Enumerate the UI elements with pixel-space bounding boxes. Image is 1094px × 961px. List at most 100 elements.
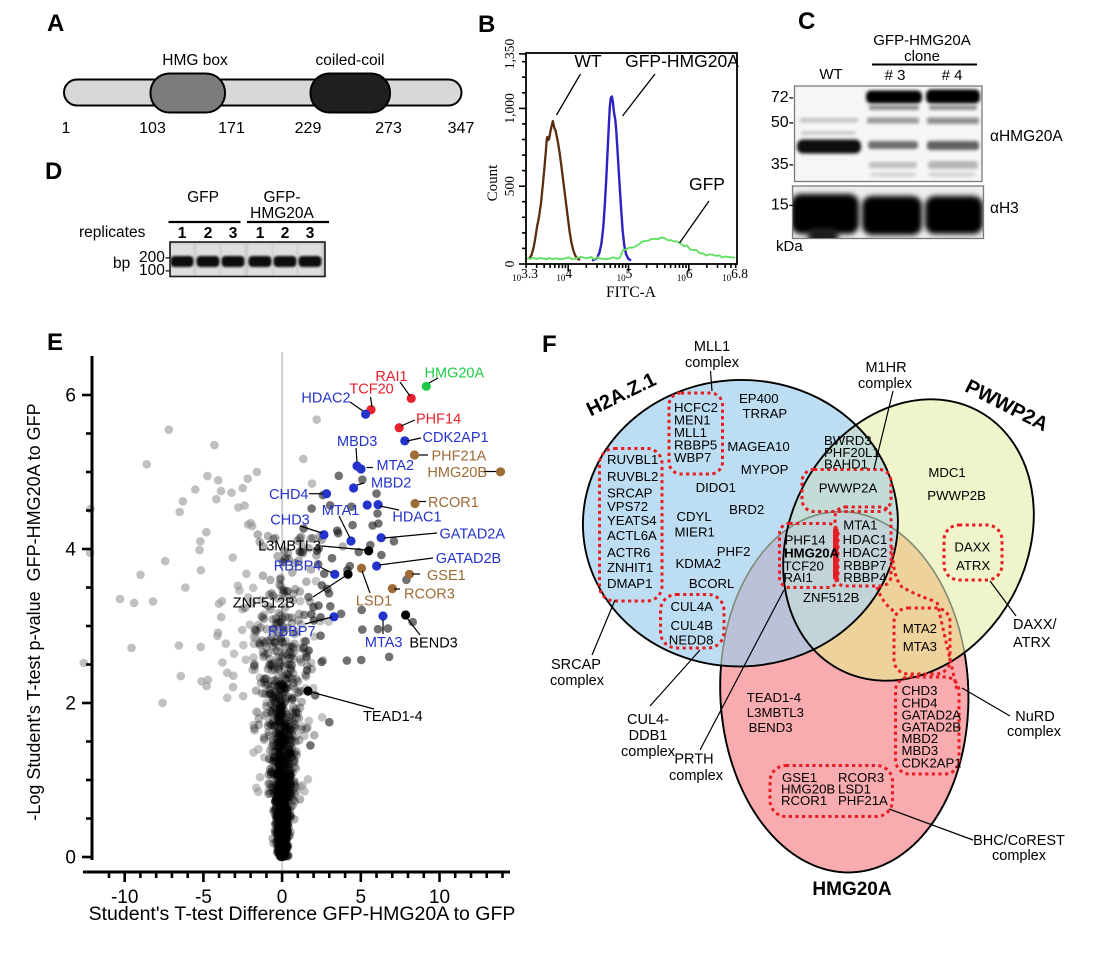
svg-text:EP400: EP400 bbox=[739, 391, 779, 406]
svg-text:1,000: 1,000 bbox=[502, 93, 517, 124]
svg-text:CUL4-: CUL4- bbox=[627, 712, 669, 728]
svg-text:HDAC2: HDAC2 bbox=[301, 391, 350, 407]
svg-text:347: 347 bbox=[448, 120, 475, 137]
svg-text:GFP-: GFP- bbox=[263, 189, 300, 206]
svg-text:CHD3: CHD3 bbox=[270, 513, 309, 529]
svg-text:DAXX: DAXX bbox=[954, 540, 990, 555]
svg-text:TRRAP: TRRAP bbox=[743, 406, 788, 421]
svg-text:2: 2 bbox=[204, 225, 213, 242]
svg-text:# 3: # 3 bbox=[885, 67, 906, 84]
svg-text:MLL1: MLL1 bbox=[674, 425, 707, 440]
svg-text:BAHD1: BAHD1 bbox=[824, 457, 868, 472]
svg-text:MIER1: MIER1 bbox=[675, 525, 715, 540]
svg-text:HDAC2: HDAC2 bbox=[843, 545, 888, 560]
svg-text:0: 0 bbox=[277, 887, 288, 908]
svg-text:complex: complex bbox=[685, 355, 740, 371]
svg-text:MTA2: MTA2 bbox=[903, 621, 937, 636]
svg-text:MLL1: MLL1 bbox=[694, 339, 730, 355]
svg-text:1,350: 1,350 bbox=[502, 38, 517, 69]
svg-text:WT: WT bbox=[819, 66, 842, 83]
svg-text:HCFC2: HCFC2 bbox=[674, 400, 718, 415]
svg-text:TCF20: TCF20 bbox=[784, 559, 824, 574]
svg-text:C: C bbox=[798, 8, 815, 35]
svg-text:3: 3 bbox=[306, 225, 315, 242]
svg-text:-Log Student's T-test p-value: -Log Student's T-test p-value GFP-HMG20A… bbox=[24, 403, 44, 820]
svg-text:ATRX: ATRX bbox=[956, 558, 990, 573]
svg-text:103: 103 bbox=[139, 120, 166, 137]
svg-text:RBBP7: RBBP7 bbox=[843, 558, 886, 573]
svg-text:SRCAP: SRCAP bbox=[551, 657, 601, 673]
svg-text:CUL4A: CUL4A bbox=[671, 599, 714, 614]
svg-text:4: 4 bbox=[65, 540, 76, 561]
svg-text:200-: 200- bbox=[139, 249, 170, 266]
svg-text:CHD4: CHD4 bbox=[269, 487, 308, 503]
svg-text:PHF20L1: PHF20L1 bbox=[824, 445, 880, 460]
svg-text:GFP-HMG20A: GFP-HMG20A bbox=[873, 32, 971, 49]
svg-text:ACTR6: ACTR6 bbox=[607, 545, 650, 560]
svg-text:ATRX: ATRX bbox=[1013, 635, 1051, 651]
svg-text:CUL4B: CUL4B bbox=[671, 618, 714, 633]
svg-text:complex: complex bbox=[1007, 724, 1062, 740]
svg-text:106: 106 bbox=[677, 266, 693, 283]
svg-text:0: 0 bbox=[65, 848, 76, 869]
svg-text:YEATS4: YEATS4 bbox=[607, 513, 657, 528]
svg-text:DMAP1: DMAP1 bbox=[607, 576, 652, 591]
svg-text:PRTH: PRTH bbox=[674, 752, 713, 768]
svg-text:LSD1: LSD1 bbox=[838, 782, 871, 797]
svg-text:100-: 100- bbox=[139, 262, 170, 279]
svg-text:1: 1 bbox=[178, 225, 187, 242]
svg-text:MBD3: MBD3 bbox=[337, 434, 377, 450]
svg-text:MTA1: MTA1 bbox=[843, 517, 877, 532]
svg-text:HMG20A: HMG20A bbox=[425, 366, 485, 382]
svg-text:BEND3: BEND3 bbox=[749, 720, 793, 735]
svg-text:6: 6 bbox=[65, 386, 76, 407]
svg-text:BWRD3: BWRD3 bbox=[824, 433, 872, 448]
svg-text:HDAC1: HDAC1 bbox=[392, 510, 441, 526]
svg-text:HMG20A: HMG20A bbox=[812, 879, 891, 900]
svg-text:MDC1: MDC1 bbox=[928, 465, 965, 480]
svg-text:DDB1: DDB1 bbox=[629, 728, 668, 744]
svg-text:WT: WT bbox=[574, 51, 602, 71]
svg-text:E: E bbox=[47, 329, 63, 356]
svg-text:GATAD2A: GATAD2A bbox=[440, 527, 506, 543]
svg-text:PHF21A: PHF21A bbox=[838, 793, 888, 808]
svg-text:3: 3 bbox=[229, 225, 238, 242]
svg-text:NuRD: NuRD bbox=[1015, 709, 1054, 725]
svg-text:GATAD2B: GATAD2B bbox=[902, 720, 962, 735]
svg-text:GFP-HMG20A: GFP-HMG20A bbox=[625, 51, 739, 71]
svg-text:SRCAP: SRCAP bbox=[607, 486, 653, 501]
svg-text:BHC/CoREST: BHC/CoREST bbox=[973, 833, 1065, 849]
svg-text:MTA3: MTA3 bbox=[365, 635, 403, 651]
svg-text:RBBP4: RBBP4 bbox=[843, 570, 886, 585]
svg-text:10: 10 bbox=[429, 887, 450, 908]
svg-text:105: 105 bbox=[617, 266, 633, 283]
svg-text:αHMG20A: αHMG20A bbox=[990, 128, 1063, 145]
svg-text:BCORL: BCORL bbox=[689, 576, 734, 591]
svg-text:# 4: # 4 bbox=[942, 67, 963, 84]
svg-text:-5: -5 bbox=[195, 887, 212, 908]
svg-text:FITC-A: FITC-A bbox=[606, 284, 657, 301]
svg-text:complex: complex bbox=[550, 673, 605, 689]
svg-text:5: 5 bbox=[356, 887, 367, 908]
svg-text:ACTL6A: ACTL6A bbox=[607, 528, 657, 543]
svg-text:VPS72: VPS72 bbox=[607, 499, 648, 514]
svg-text:GSE1: GSE1 bbox=[427, 568, 466, 584]
svg-text:35-: 35- bbox=[771, 156, 794, 173]
svg-text:A: A bbox=[47, 10, 64, 37]
svg-text:TEAD1-4: TEAD1-4 bbox=[747, 690, 801, 705]
svg-text:72-: 72- bbox=[771, 89, 794, 106]
svg-text:HDAC1: HDAC1 bbox=[843, 532, 888, 547]
svg-text:2: 2 bbox=[281, 225, 290, 242]
svg-text:GATAD2A: GATAD2A bbox=[902, 708, 962, 723]
svg-text:RBBP5: RBBP5 bbox=[674, 438, 717, 453]
svg-text:-10: -10 bbox=[111, 887, 138, 908]
svg-text:L3MBTL3: L3MBTL3 bbox=[258, 539, 321, 555]
svg-text:MBD3: MBD3 bbox=[902, 743, 939, 758]
svg-text:MBD2: MBD2 bbox=[902, 731, 939, 746]
svg-text:50-: 50- bbox=[771, 114, 794, 131]
svg-text:HMG20A: HMG20A bbox=[784, 546, 839, 561]
svg-text:500: 500 bbox=[502, 176, 517, 197]
svg-text:CDK2AP1: CDK2AP1 bbox=[902, 756, 962, 771]
svg-text:MBD2: MBD2 bbox=[371, 476, 411, 492]
svg-text:NEDD8: NEDD8 bbox=[669, 633, 714, 648]
